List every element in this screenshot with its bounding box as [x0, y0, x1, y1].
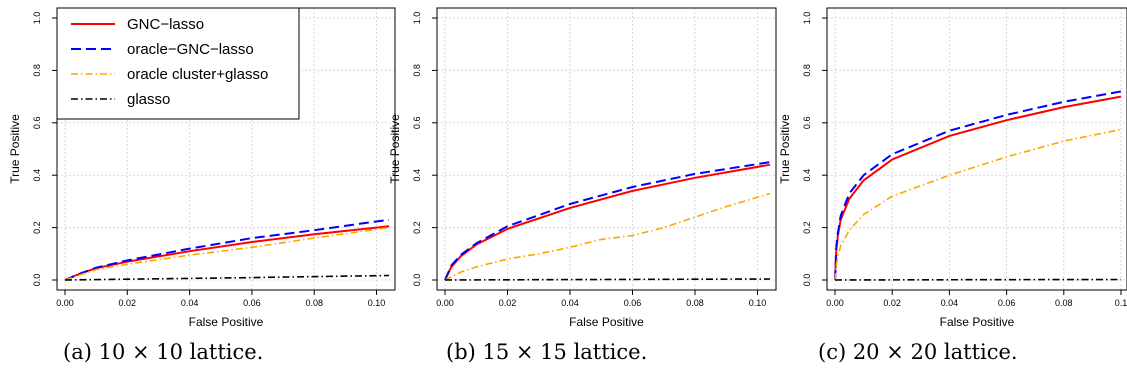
- plot-frame: [436, 7, 777, 291]
- chart-panel-0: 0.00 0.02 0.04 0.06 0.08 0.10 0.0 0.2 0.4 0.6 0.8 1…: [8, 7, 396, 329]
- x-axis-label: False Positive: [569, 315, 644, 329]
- caption-b: (b) 15 × 15 lattice.: [446, 340, 648, 364]
- x-tick-label: 0.08: [686, 298, 704, 308]
- series-glasso: [834, 278, 1122, 281]
- x-tick-label: 0.04: [561, 298, 579, 308]
- y-tick-label: 0.0: [412, 274, 422, 287]
- x-tick-label: 0.02: [119, 298, 137, 308]
- y-tick-label: 0.4: [412, 169, 422, 182]
- x-tick-label: 0.02: [499, 298, 517, 308]
- y-tick-label: 0.2: [802, 221, 812, 234]
- y-tick-label: 0.6: [32, 117, 42, 130]
- x-tick-label: 0.10: [368, 298, 386, 308]
- series-glasso: [64, 274, 390, 281]
- y-axis-label: True Positive: [8, 114, 22, 184]
- x-tick-label: 0.1: [1115, 298, 1127, 308]
- caption-a: (a) 10 × 10 lattice.: [63, 340, 264, 364]
- legend-label-oracle-cluster-glasso: oracle cluster+glasso: [127, 66, 268, 83]
- y-tick-label: 0.4: [32, 169, 42, 182]
- y-tick-label: 0.8: [32, 64, 42, 77]
- y-tick-label: 1.0: [32, 12, 42, 25]
- legend: GNC−lasso oracle−GNC−lasso oracle cluster+…: [56, 7, 300, 120]
- x-axis-label: False Positive: [940, 315, 1015, 329]
- series-oracle-cluster-glasso: [444, 192, 771, 281]
- y-tick-label: 0.2: [412, 221, 422, 234]
- x-tick-label: 0.06: [998, 298, 1016, 308]
- x-tick-label: 0.08: [305, 298, 323, 308]
- x-tick-label: 0.10: [749, 298, 767, 308]
- y-tick-label: 0.0: [802, 274, 812, 287]
- y-tick-label: 0.2: [32, 221, 42, 234]
- series-glasso: [444, 278, 771, 281]
- series-oracle-gnc-lasso: [834, 90, 1122, 281]
- y-tick-label: 0.6: [802, 117, 812, 130]
- x-tick-label: 0.00: [826, 298, 844, 308]
- series-gnc-lasso: [834, 95, 1122, 281]
- y-tick-label: 0.6: [412, 117, 422, 130]
- series-oracle-gnc-lasso: [64, 218, 390, 281]
- caption-c: (c) 20 × 20 lattice.: [818, 340, 1018, 364]
- y-tick-label: 1.0: [412, 12, 422, 25]
- legend-label-glasso: glasso: [127, 91, 170, 108]
- x-tick-label: 0.00: [56, 298, 74, 308]
- x-tick-label: 0.04: [181, 298, 199, 308]
- series-oracle-cluster-glasso: [834, 128, 1122, 281]
- x-tick-label: 0.06: [624, 298, 642, 308]
- chart-panel-2: 0.00 0.02 0.04 0.06 0.08 0.1 0.0 0.2 0.4 0.6 0.8 1.…: [778, 7, 1127, 329]
- series-gnc-lasso: [444, 163, 771, 281]
- chart-panel-1: 0.00 0.02 0.04 0.06 0.08 0.10 0.0 0.2 0.4 0.6 0.8 1…: [388, 7, 777, 329]
- legend-label-gnc-lasso: GNC−lasso: [127, 16, 204, 33]
- x-tick-label: 0.02: [883, 298, 901, 308]
- y-tick-label: 0.4: [802, 169, 812, 182]
- x-axis-label: False Positive: [189, 315, 264, 329]
- series-oracle-gnc-lasso: [444, 161, 771, 281]
- x-tick-label: 0.04: [941, 298, 959, 308]
- series-oracle-cluster-glasso: [64, 226, 390, 281]
- y-axis-label: True Positive: [778, 114, 792, 184]
- legend-box: [56, 7, 300, 120]
- x-tick-label: 0.06: [243, 298, 261, 308]
- x-tick-label: 0.08: [1055, 298, 1073, 308]
- y-tick-label: 0.8: [412, 64, 422, 77]
- y-axis-label: True Positive: [388, 114, 402, 184]
- y-tick-label: 0.8: [802, 64, 812, 77]
- y-tick-label: 1.0: [802, 12, 812, 25]
- x-tick-label: 0.00: [436, 298, 454, 308]
- plot-frame: [826, 7, 1127, 291]
- legend-label-oracle-gnc-lasso: oracle−GNC−lasso: [127, 41, 254, 58]
- y-tick-label: 0.0: [32, 274, 42, 287]
